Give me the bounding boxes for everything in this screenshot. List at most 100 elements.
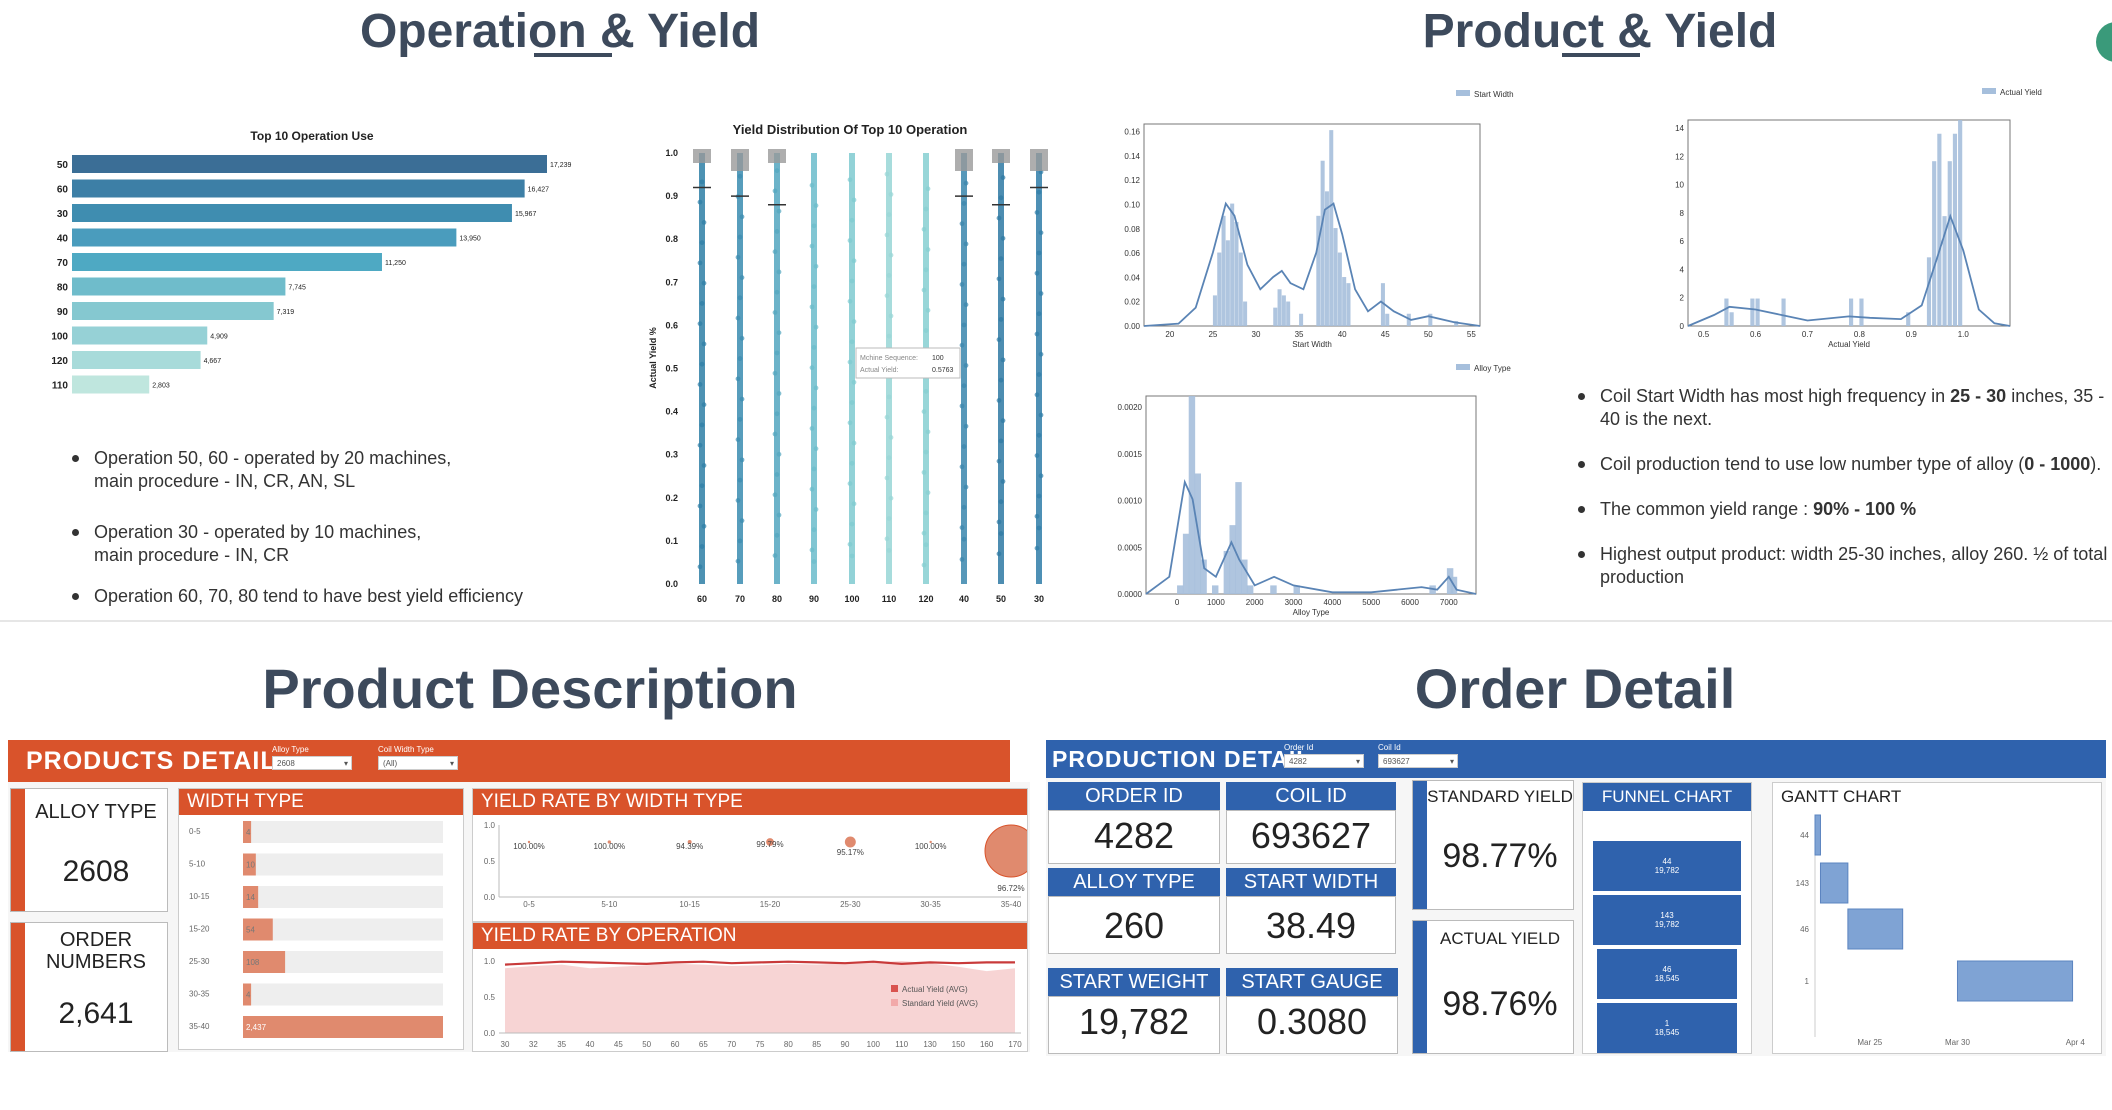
- tick-label: 30: [1252, 330, 1261, 339]
- tick-label: 65: [699, 1040, 708, 1049]
- tick-label: 10-15: [679, 900, 700, 909]
- order-id-filter[interactable]: Order Id 4282 ▾: [1284, 743, 1364, 769]
- tick-label: 0.16: [1124, 128, 1140, 137]
- width-type-title: WIDTH TYPE: [179, 789, 463, 815]
- data-point: [809, 486, 815, 492]
- data-point: [813, 203, 819, 208]
- data-point: [963, 423, 969, 429]
- data-point: [996, 397, 1002, 403]
- bar-track: [243, 983, 443, 1006]
- bar: [243, 1016, 443, 1038]
- data-point: [701, 523, 707, 529]
- alloy-type-label: ALLOY TYPE: [35, 801, 157, 823]
- tick-label: 5-10: [189, 860, 206, 869]
- data-point: [1000, 296, 1006, 302]
- tick-label: 110: [882, 594, 897, 604]
- data-point: [737, 538, 743, 544]
- products-detail-label: PRODUCTS DETAIL: [26, 746, 277, 775]
- bullet-item: Operation 50, 60 - operated by 20 machin…: [72, 447, 634, 493]
- data-point: [998, 316, 1004, 322]
- data-point: [813, 385, 819, 391]
- bar: [1942, 216, 1947, 326]
- scroll-indicator[interactable]: [2096, 22, 2112, 62]
- data-point: [925, 490, 931, 496]
- data-point: [809, 426, 815, 431]
- bar: [1906, 312, 1911, 326]
- bar: [1200, 559, 1207, 594]
- bar: [72, 253, 382, 271]
- bar: [1333, 228, 1338, 326]
- data-point: [963, 484, 969, 490]
- data-point: [921, 530, 927, 536]
- start-weight-value: 19,782: [1078, 1001, 1190, 1042]
- bar-track: [243, 853, 443, 876]
- data-point: [1034, 392, 1040, 398]
- data-point: [809, 182, 815, 188]
- yield-by-operation-panel: YIELD RATE BY OPERATION 0.0 0.5 1.0 30 32 35 4…: [472, 922, 1028, 1052]
- box: [1030, 149, 1048, 171]
- data-label: 4: [246, 991, 251, 1000]
- tick-label: 3000: [1285, 598, 1303, 607]
- strip: [737, 153, 743, 584]
- data-point: [963, 302, 969, 308]
- yield-by-operation-title: YIELD RATE BY OPERATION: [473, 923, 1027, 949]
- data-point: [699, 301, 705, 306]
- funnel-weight-label: 18,545: [1654, 1028, 1680, 1037]
- tick-label: 0.0: [665, 579, 678, 589]
- data-point: [739, 335, 745, 341]
- alloy-type-filter[interactable]: Alloy Type 2608 ▾: [272, 745, 352, 771]
- bullet-item: Coil production tend to use low number t…: [1578, 453, 2112, 476]
- bubble: [687, 840, 692, 844]
- bar-track: [243, 886, 443, 908]
- data-point: [735, 497, 741, 503]
- data-point: [849, 339, 855, 345]
- actual-yield-card: ACTUAL YIELD 98.76%: [1412, 920, 1574, 1054]
- coil-width-filter[interactable]: Coil Width Type (All) ▾: [378, 745, 458, 771]
- funnel-op-label: 44: [1662, 857, 1672, 866]
- alloy-type-value: 260: [1103, 905, 1165, 946]
- tick-label: 7000: [1440, 598, 1458, 607]
- data-point: [1034, 545, 1040, 551]
- legend-label: Actual Yield: [2000, 88, 2042, 97]
- tick-label: 30-35: [189, 990, 210, 999]
- bar: [1316, 215, 1321, 326]
- tick-label: 35-40: [1001, 900, 1022, 909]
- start-gauge-label: START GAUGE: [1226, 968, 1398, 996]
- bubble: [844, 836, 856, 848]
- tick-label: 0.00: [1124, 322, 1140, 331]
- tick-label: 20: [1165, 330, 1174, 339]
- data-point: [888, 435, 894, 440]
- data-point: [1038, 291, 1044, 296]
- bar: [1750, 298, 1755, 326]
- data-label: 4,909: [210, 334, 228, 341]
- data-point: [925, 247, 931, 252]
- bar: [1724, 298, 1729, 326]
- tick-label: 85: [812, 1040, 821, 1049]
- data-point: [1000, 235, 1006, 241]
- order-id-select[interactable]: 4282 ▾: [1284, 754, 1364, 768]
- tick-label: 10-15: [189, 892, 210, 901]
- bar: [1342, 277, 1347, 326]
- bar: [1212, 295, 1217, 326]
- standard-yield-label: STANDARD YIELD: [1427, 787, 1573, 806]
- box: [693, 149, 711, 163]
- data-point: [959, 557, 965, 562]
- tick-label: 0.12: [1124, 176, 1140, 185]
- box: [731, 149, 749, 171]
- tick-label: 35-40: [189, 1022, 210, 1031]
- data-label: 100.00%: [915, 842, 947, 851]
- x-axis-label: Alloy Type: [1293, 608, 1330, 617]
- yield-by-width-panel: YIELD RATE BY WIDTH TYPE 0.0 0.5 1.0 100.00…: [472, 788, 1028, 922]
- data-point: [776, 269, 782, 275]
- bar: [1234, 221, 1239, 326]
- coil-id-select[interactable]: 693627 ▾: [1378, 754, 1458, 768]
- bar: [1337, 252, 1342, 326]
- bar: [1299, 313, 1304, 326]
- box: [768, 149, 786, 163]
- alloy-type-select[interactable]: 2608 ▾: [272, 756, 352, 770]
- coil-width-select[interactable]: (All) ▾: [378, 756, 458, 770]
- coil-id-filter[interactable]: Coil Id 693627 ▾: [1378, 743, 1458, 769]
- data-point: [998, 195, 1004, 201]
- data-point: [697, 199, 703, 205]
- tick-label: 50: [1424, 330, 1433, 339]
